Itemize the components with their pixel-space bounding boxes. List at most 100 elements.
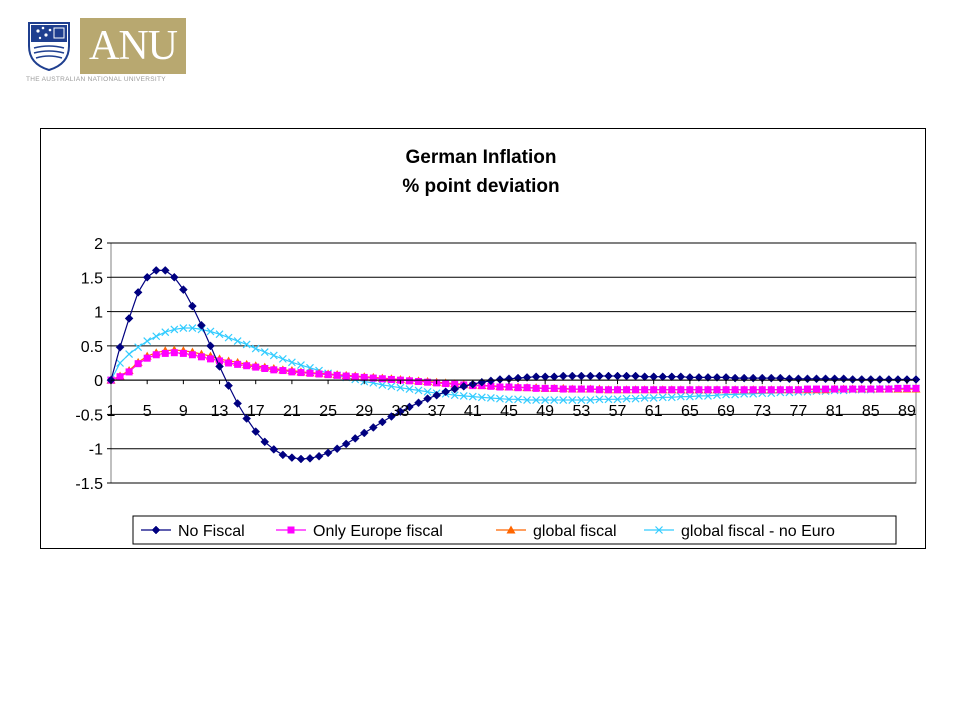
data-point: [532, 384, 540, 392]
x-tick-label: 77: [790, 403, 808, 420]
data-point: [667, 372, 677, 382]
data-point: [559, 385, 567, 393]
data-point: [215, 362, 224, 371]
y-tick-label: 0.5: [81, 339, 103, 356]
data-point: [632, 386, 640, 394]
legend-label: Only Europe fiscal: [313, 523, 443, 540]
data-point: [722, 386, 730, 394]
data-point: [169, 272, 179, 282]
data-point: [785, 386, 793, 394]
data-point: [351, 373, 359, 381]
data-point: [631, 394, 640, 403]
data-point: [125, 350, 134, 359]
data-point: [894, 384, 902, 392]
data-point: [278, 450, 288, 460]
data-point: [315, 370, 323, 378]
data-point: [650, 386, 658, 394]
anu-logo-subtitle: THE AUSTRALIAN NATIONAL UNIVERSITY: [26, 76, 166, 83]
data-point: [668, 386, 676, 394]
data-point: [739, 373, 749, 383]
data-point: [622, 371, 631, 381]
y-tick-label: 1.5: [81, 270, 103, 287]
x-tick-label: 1: [107, 403, 116, 420]
inflation-chart: German Inflation % point deviation 2 1.5 1…: [75, 147, 921, 545]
data-point: [694, 373, 704, 382]
y-tick-label: 2: [94, 236, 103, 253]
x-tick-label: 85: [862, 403, 880, 420]
data-point: [368, 423, 378, 432]
data-point: [885, 385, 893, 393]
data-point: [269, 445, 279, 454]
data-point: [188, 324, 197, 332]
data-point: [848, 375, 858, 384]
data-point: [576, 371, 586, 381]
data-point: [640, 372, 650, 382]
data-point: [641, 386, 649, 394]
data-point: [297, 369, 305, 377]
data-point: [595, 395, 604, 404]
data-point: [306, 369, 314, 377]
data-point: [903, 384, 911, 392]
data-point: [812, 374, 821, 384]
data-point: [676, 372, 686, 382]
data-point: [133, 288, 143, 297]
data-point: [414, 386, 423, 395]
data-point: [522, 373, 532, 382]
legend-item: No Fiscal: [141, 523, 245, 540]
data-point: [151, 266, 161, 275]
data-point: [423, 394, 432, 404]
data-point: [613, 371, 622, 381]
data-point: [424, 378, 432, 386]
data-point: [659, 386, 667, 394]
data-point: [423, 387, 432, 396]
data-point: [540, 372, 550, 382]
data-point: [160, 266, 170, 275]
data-point: [233, 399, 242, 408]
data-point: [405, 402, 414, 412]
data-point: [549, 372, 559, 382]
data-point: [703, 373, 713, 382]
data-point: [341, 439, 351, 449]
data-point: [124, 314, 134, 323]
data-point: [468, 379, 478, 389]
data-point: [224, 381, 233, 390]
x-tick-label: 13: [211, 403, 229, 420]
data-point: [595, 386, 603, 394]
data-point: [279, 367, 287, 375]
data-point: [893, 375, 903, 384]
legend-label: global fiscal - no Euro: [681, 523, 835, 540]
x-tick-label: 89: [898, 403, 916, 420]
data-point: [532, 396, 541, 404]
data-point: [414, 398, 423, 408]
legend-label: No Fiscal: [178, 523, 245, 540]
data-point: [613, 395, 622, 404]
data-point: [496, 383, 504, 391]
data-point: [134, 360, 142, 368]
legend-item: global fiscal - no Euro: [644, 523, 835, 540]
data-point: [143, 337, 152, 345]
data-point: [468, 392, 477, 401]
data-point: [577, 385, 585, 393]
data-point: [595, 371, 604, 381]
y-tick-label: 0: [94, 373, 103, 390]
data-point: [776, 386, 784, 394]
data-point: [523, 396, 531, 404]
data-point: [387, 382, 396, 391]
data-point: [161, 349, 169, 357]
data-point: [179, 324, 188, 332]
data-point: [396, 407, 405, 417]
y-tick-label: 1: [94, 305, 103, 322]
data-point: [658, 393, 667, 402]
data-point: [387, 375, 395, 383]
anu-crest-icon: [28, 22, 70, 72]
legend-marker: [506, 525, 516, 534]
data-point: [260, 437, 270, 447]
data-point: [604, 395, 613, 404]
data-point: [875, 375, 885, 384]
data-point: [333, 371, 341, 379]
data-point: [143, 354, 151, 362]
data-point: [531, 372, 541, 382]
legend-item: Only Europe fiscal: [276, 523, 443, 540]
data-point: [179, 285, 188, 294]
data-point: [667, 393, 676, 402]
